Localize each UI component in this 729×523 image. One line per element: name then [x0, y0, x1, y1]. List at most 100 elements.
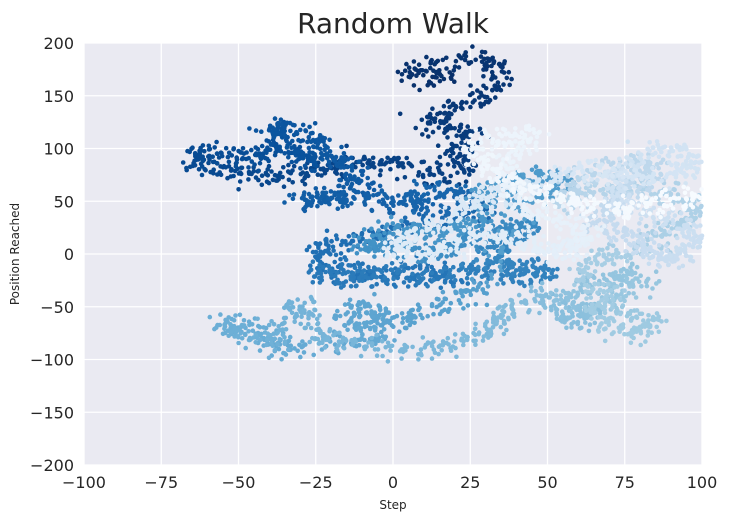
scatter-point: [286, 347, 291, 353]
scatter-point: [387, 344, 393, 349]
scatter-point: [589, 316, 594, 321]
scatter-point: [200, 158, 206, 164]
scatter-point: [547, 275, 552, 280]
scatter-point: [292, 319, 298, 325]
scatter-point: [621, 233, 626, 239]
scatter-point: [276, 324, 282, 329]
scatter-point: [490, 137, 496, 142]
scatter-point: [442, 130, 447, 136]
scatter-point: [349, 319, 354, 324]
scatter-point: [669, 226, 675, 231]
scatter-point: [653, 250, 659, 256]
scatter-point: [393, 156, 399, 162]
scatter-point: [468, 133, 473, 138]
scatter-point: [332, 259, 338, 265]
scatter-point: [479, 59, 485, 64]
scatter-point: [264, 150, 269, 155]
scatter-point: [395, 223, 401, 228]
scatter-point: [271, 321, 277, 327]
scatter-point: [624, 258, 630, 264]
scatter-point: [497, 264, 503, 270]
scatter-point: [660, 209, 666, 215]
scatter-point: [383, 264, 389, 269]
scatter-point: [348, 284, 354, 289]
scatter-point: [570, 313, 575, 319]
scatter-point: [611, 261, 617, 267]
scatter-point: [683, 159, 689, 164]
scatter-point: [484, 163, 490, 168]
scatter-point: [609, 305, 615, 311]
scatter-point: [485, 284, 491, 289]
scatter-point: [246, 329, 251, 334]
scatter-point: [490, 140, 495, 145]
scatter-point: [478, 140, 484, 145]
scatter-point: [392, 338, 397, 343]
scatter-point: [294, 311, 299, 317]
scatter-point: [597, 287, 603, 293]
scatter-point: [337, 281, 342, 286]
scatter-point: [452, 79, 457, 84]
scatter-point: [585, 265, 591, 271]
scatter-point: [467, 172, 472, 177]
scatter-point: [380, 353, 385, 359]
scatter-point: [501, 281, 506, 286]
scatter-point: [448, 147, 454, 152]
scatter-point: [625, 310, 631, 316]
scatter-point: [644, 278, 650, 284]
scatter-point: [691, 222, 697, 227]
scatter-point: [657, 201, 662, 206]
scatter-point: [688, 165, 694, 170]
scatter-point: [382, 230, 387, 236]
scatter-point: [459, 101, 464, 106]
scatter-point: [327, 137, 332, 143]
scatter-point: [557, 203, 562, 208]
scatter-point: [451, 143, 456, 148]
scatter-point: [536, 250, 542, 255]
scatter-point: [343, 279, 349, 284]
scatter-point: [294, 131, 300, 137]
scatter-point: [421, 192, 427, 197]
scatter-point: [440, 289, 446, 295]
scatter-point: [570, 191, 576, 197]
scatter-point: [371, 272, 377, 278]
scatter-point: [317, 262, 322, 268]
scatter-point: [257, 348, 263, 353]
scatter-point: [519, 220, 525, 226]
scatter-point: [429, 264, 435, 270]
scatter-point: [500, 234, 505, 240]
scatter-point: [669, 162, 674, 168]
scatter-point: [320, 157, 325, 162]
scatter-point: [346, 263, 351, 268]
scatter-point: [235, 328, 240, 333]
scatter-point: [432, 350, 438, 356]
scatter-point: [640, 210, 646, 216]
scatter-point: [478, 101, 483, 106]
scatter-point: [629, 268, 634, 274]
scatter-point: [506, 315, 511, 321]
scatter-point: [387, 210, 392, 216]
scatter-point: [446, 342, 451, 347]
scatter-point: [235, 334, 240, 339]
scatter-point: [489, 218, 494, 224]
scatter-point: [330, 244, 336, 250]
scatter-point: [414, 181, 419, 187]
scatter-point: [577, 326, 583, 331]
scatter-point: [475, 88, 480, 93]
scatter-point: [513, 152, 518, 158]
scatter-point: [437, 154, 443, 160]
scatter-point: [626, 174, 631, 180]
scatter-point: [303, 325, 309, 331]
scatter-point: [530, 271, 536, 277]
scatter-point: [531, 231, 536, 236]
scatter-point: [414, 73, 419, 78]
scatter-point: [528, 279, 534, 285]
scatter-point: [219, 150, 224, 156]
scatter-point: [259, 182, 265, 188]
scatter-point: [430, 245, 436, 251]
scatter-point: [431, 277, 436, 283]
scatter-point: [410, 197, 415, 203]
scatter-point: [425, 313, 431, 319]
scatter-point: [354, 283, 359, 289]
scatter-point: [231, 318, 237, 323]
scatter-point: [434, 70, 439, 76]
